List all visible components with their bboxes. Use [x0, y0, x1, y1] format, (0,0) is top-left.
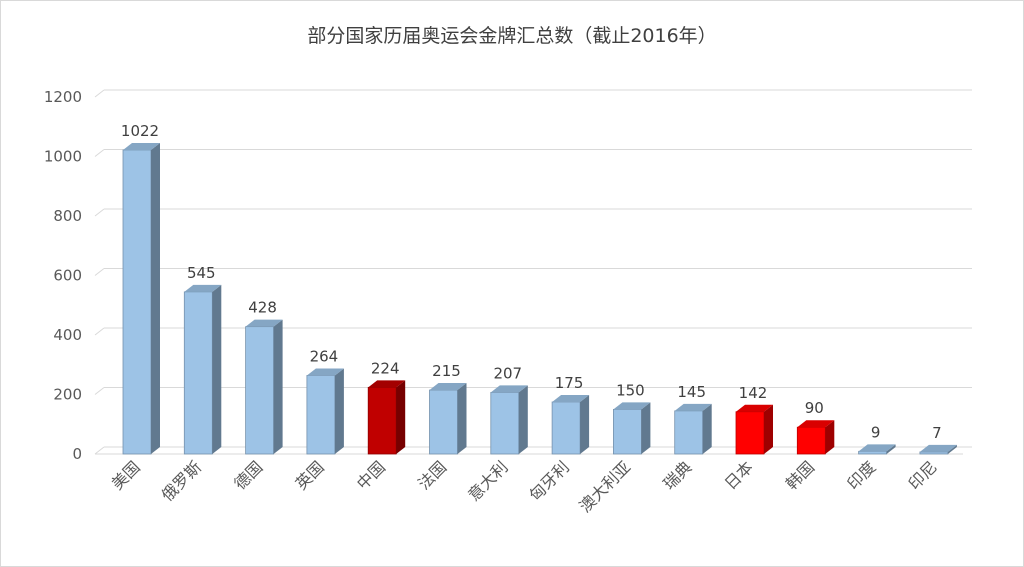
bar: [490, 392, 520, 455]
x-tick-label: 印度: [843, 457, 879, 493]
bar-top: [306, 368, 344, 376]
bar-top: [552, 394, 590, 402]
gridline-depth: [94, 89, 105, 98]
bar: [306, 375, 336, 455]
data-label: 175: [555, 374, 584, 392]
bar-top: [919, 444, 957, 452]
bar-top: [245, 319, 283, 327]
data-label: 428: [248, 299, 277, 317]
x-tick-label: 英国: [292, 457, 328, 493]
bar-side: [212, 284, 222, 454]
data-label: 145: [677, 383, 706, 401]
x-tick-label: 韩国: [782, 457, 818, 493]
gridline-depth: [94, 446, 105, 455]
bar-top: [184, 284, 222, 292]
bar-top: [613, 402, 651, 410]
bar-top: [429, 383, 467, 391]
bar: [919, 451, 949, 455]
gridline-depth: [94, 387, 105, 395]
bar-side: [764, 404, 773, 454]
data-label: 215: [432, 362, 461, 380]
bar-side: [702, 403, 712, 454]
x-tick-label: 澳大利亚: [576, 457, 635, 516]
data-label: 90: [805, 399, 824, 417]
bar-top: [674, 403, 712, 411]
bar-side: [457, 383, 467, 454]
y-tick-label: 800: [53, 207, 82, 225]
bar: [122, 149, 152, 455]
x-tick-label: 俄罗斯: [158, 457, 205, 504]
bar-top: [736, 404, 773, 412]
x-tick-label: 美国: [108, 457, 144, 493]
y-tick-label: 200: [53, 386, 82, 404]
gridline-depth: [94, 327, 105, 336]
bar: [674, 410, 704, 455]
bar-side: [273, 319, 283, 454]
x-tick-label: 日本: [721, 457, 757, 493]
y-tick-label: 600: [53, 267, 82, 285]
y-tick-label: 1200: [44, 88, 82, 106]
bar: [613, 408, 642, 455]
bar-side: [151, 142, 160, 454]
x-tick-label: 瑞典: [659, 457, 695, 493]
bar: [551, 401, 581, 455]
data-label: 264: [310, 347, 339, 365]
bar: [183, 291, 213, 455]
data-label: 9: [871, 423, 881, 441]
data-label: 207: [493, 364, 522, 382]
bar: [367, 386, 397, 455]
data-label: 224: [371, 359, 400, 377]
data-label: 150: [616, 381, 645, 399]
bar: [796, 426, 826, 455]
x-tick-label: 印尼: [905, 457, 941, 493]
x-tick-label: 法国: [414, 457, 450, 493]
data-label: 7: [932, 424, 942, 442]
gridline-depth: [94, 149, 105, 157]
bar-side: [396, 380, 406, 454]
y-tick-label: 400: [53, 326, 82, 344]
data-label: 1022: [121, 122, 159, 140]
bar: [245, 326, 275, 455]
bar-side: [580, 394, 590, 454]
bar: [858, 450, 887, 455]
bar: [735, 411, 765, 455]
x-tick-label: 意大利: [464, 457, 511, 504]
bar-side: [947, 444, 957, 454]
data-label: 545: [187, 264, 216, 282]
y-tick-label: 1000: [44, 148, 82, 166]
x-tick-label: 德国: [230, 457, 266, 493]
bar: [429, 389, 458, 455]
bar-top: [858, 444, 896, 452]
x-tick-label: 匈牙利: [526, 457, 573, 504]
bar-side: [886, 444, 896, 454]
bar-side: [334, 368, 344, 454]
bar-top: [797, 420, 835, 428]
chart-title: 部分国家历届奥运会金牌汇总数（截止2016年）: [307, 25, 717, 47]
x-tick-label: 中国: [353, 457, 389, 493]
bar-side: [518, 385, 528, 454]
data-label: 142: [739, 384, 768, 402]
bar-side: [641, 402, 651, 454]
gridline-depth: [94, 268, 105, 276]
bar-top: [123, 142, 160, 150]
y-tick-label: 0: [72, 445, 82, 463]
bar-top: [368, 380, 406, 388]
gridline-depth: [94, 208, 105, 217]
bar-side: [825, 420, 835, 454]
bar-top: [490, 385, 528, 393]
